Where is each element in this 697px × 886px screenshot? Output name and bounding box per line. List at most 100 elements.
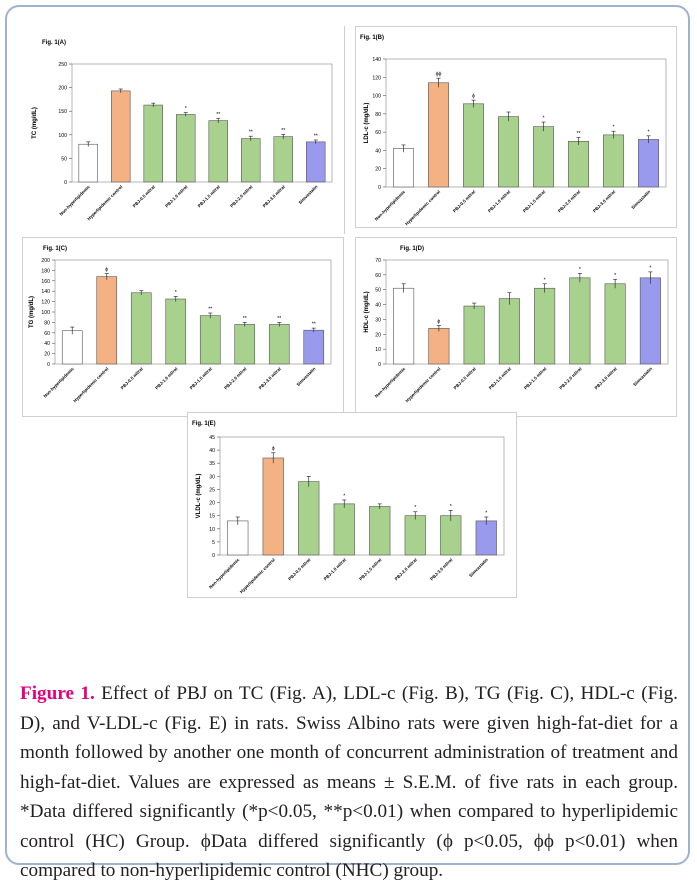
- y-tick-label: 0: [378, 362, 381, 368]
- chart-panel-b: Fig. 1(B) 0 20 40 60 80 100 120 140 LDL-c (mg/dL)…: [355, 26, 677, 228]
- category-label: PBJ-3.0 ml/rat: [262, 184, 287, 209]
- caption-lead: Figure 1.: [20, 683, 95, 704]
- significance-label: *: [343, 493, 345, 499]
- y-axis-label: LDL-c (mg/dL): [364, 103, 370, 144]
- y-tick-label: 10: [209, 527, 215, 533]
- category-label: PBJ-1.0 ml/rat: [154, 366, 179, 391]
- category-label: PBJ-0.5 ml/rat: [120, 366, 145, 391]
- chart-title: Fig. 1(C): [43, 246, 67, 252]
- significance-label: *: [450, 504, 452, 510]
- category-label: Hyperlipidemic control: [239, 557, 276, 594]
- chart-panel-e: Fig. 1(E) 0 5 10 15 20 25 30 35 40 45 VLDL-c (mg/dL…: [187, 412, 517, 598]
- bar: [234, 324, 256, 365]
- category-label: PBJ-1.5 ml/rat: [197, 184, 222, 209]
- bar: [262, 457, 284, 556]
- significance-label: **: [576, 131, 580, 137]
- category-label: Non-hyperlipidemic: [374, 189, 407, 222]
- y-tick-label: 20: [209, 501, 215, 507]
- bar: [393, 287, 415, 365]
- bar: [227, 520, 249, 556]
- bar: [61, 330, 83, 365]
- category-label: Hyperlipidemic control: [404, 366, 441, 403]
- category-label: PBJ-3.0 ml/rat: [258, 366, 283, 391]
- category-label: PBJ-1.5 ml/rat: [189, 366, 214, 391]
- bar: [475, 520, 497, 556]
- y-tick-label: 0: [378, 185, 381, 191]
- y-tick-label: 40: [44, 341, 50, 347]
- significance-label: *: [485, 510, 487, 516]
- significance-label: **: [312, 322, 316, 328]
- y-tick-label: 50: [375, 288, 381, 294]
- bar: [498, 298, 520, 365]
- category-label: PBJ-0.5 ml/rat: [453, 366, 478, 391]
- y-axis-label: TG (mg/dL): [29, 296, 35, 328]
- category-label: PBJ-1.0 ml/rat: [323, 557, 348, 582]
- y-tick-label: 30: [209, 474, 215, 480]
- significance-label: *: [614, 273, 616, 279]
- category-label: Hyperlipidemic control: [86, 184, 123, 221]
- significance-label: ϕ: [272, 446, 275, 452]
- bar: [369, 506, 391, 556]
- y-tick-label: 35: [209, 461, 215, 467]
- bar: [111, 90, 131, 183]
- y-tick-label: 140: [41, 289, 50, 295]
- significance-label: *: [612, 125, 614, 131]
- category-label: Non-hyperlipidemic: [208, 557, 241, 590]
- category-label: PBJ-1.0 ml/rat: [488, 366, 513, 391]
- bar: [273, 136, 293, 183]
- y-tick-label: 140: [372, 57, 381, 63]
- category-label: PBJ-0.5 ml/rat: [287, 557, 312, 582]
- bar: [569, 277, 591, 365]
- bar: [428, 82, 449, 188]
- category-label: PBJ-1.0 ml/rat: [164, 184, 189, 209]
- chart-panel-a: Fig. 1(A) 0 50 100 150 200 250 TC (mg/dL) Non-hy…: [22, 26, 345, 234]
- category-label: PBJ-2.0 ml/rat: [223, 366, 248, 391]
- y-tick-label: 100: [58, 133, 67, 139]
- bar: [130, 292, 152, 365]
- y-tick-label: 40: [209, 448, 215, 454]
- y-tick-label: 30: [375, 317, 381, 323]
- y-tick-label: 25: [209, 487, 215, 493]
- chart-title: Fig. 1(D): [400, 246, 424, 252]
- y-tick-label: 20: [375, 167, 381, 173]
- bar: [498, 116, 519, 188]
- chart-d: Fig. 1(D) 0 10 20 30 40 50 60 70 HDL-c (mg/dL) Non…: [364, 246, 669, 403]
- chart-c: Fig. 1(C) 0 20 40 60 80 100 120 140 160 180 200 TG (…: [29, 246, 332, 403]
- category-label: Simvastatin: [295, 366, 316, 387]
- significance-label: ϕ: [105, 267, 108, 273]
- category-label: Simvastatin: [468, 557, 489, 578]
- significance-label: **: [216, 112, 220, 118]
- category-label: PBJ-2.0 ml/rat: [558, 366, 583, 391]
- significance-label: *: [175, 290, 177, 296]
- chart-title: Fig. 1(A): [42, 40, 66, 46]
- bar: [143, 104, 163, 183]
- y-tick-label: 0: [212, 553, 215, 559]
- plot-frame: [71, 63, 333, 183]
- y-tick-label: 40: [375, 148, 381, 154]
- bar: [268, 324, 290, 365]
- significance-label: **: [277, 316, 281, 322]
- category-label: PBJ-0.5 ml/rat: [132, 184, 157, 209]
- bar: [463, 103, 484, 188]
- significance-label: ϕϕ: [436, 72, 442, 78]
- bar: [78, 143, 98, 183]
- significance-label: *: [185, 106, 187, 112]
- bar: [208, 120, 228, 183]
- chart-e: Fig. 1(E) 0 5 10 15 20 25 30 35 40 45 VLDL-c (mg/dL…: [192, 421, 505, 594]
- chart-panel-d: Fig. 1(D) 0 10 20 30 40 50 60 70 HDL-c (mg/dL) Non…: [355, 237, 677, 417]
- significance-label: **: [243, 316, 247, 322]
- category-label: PBJ-2.0 ml/rat: [394, 557, 419, 582]
- category-label: PBJ-0.5 ml/rat: [452, 189, 477, 214]
- category-label: PBJ-1.5 ml/rat: [522, 189, 547, 214]
- category-label: PBJ-2.0 ml/rat: [229, 184, 254, 209]
- bar: [241, 138, 261, 183]
- bar: [96, 276, 118, 365]
- y-tick-label: 50: [61, 156, 67, 162]
- chart-a: Fig. 1(A) 0 50 100 150 200 250 TC (mg/dL) Non-hy…: [32, 40, 333, 221]
- significance-label: *: [544, 277, 546, 283]
- y-tick-label: 15: [209, 514, 215, 520]
- y-axis-label: TC (mg/dL): [32, 107, 38, 139]
- y-tick-label: 20: [375, 332, 381, 338]
- significance-label: *: [649, 265, 651, 271]
- category-label: PBJ-3.0 ml/rat: [594, 366, 619, 391]
